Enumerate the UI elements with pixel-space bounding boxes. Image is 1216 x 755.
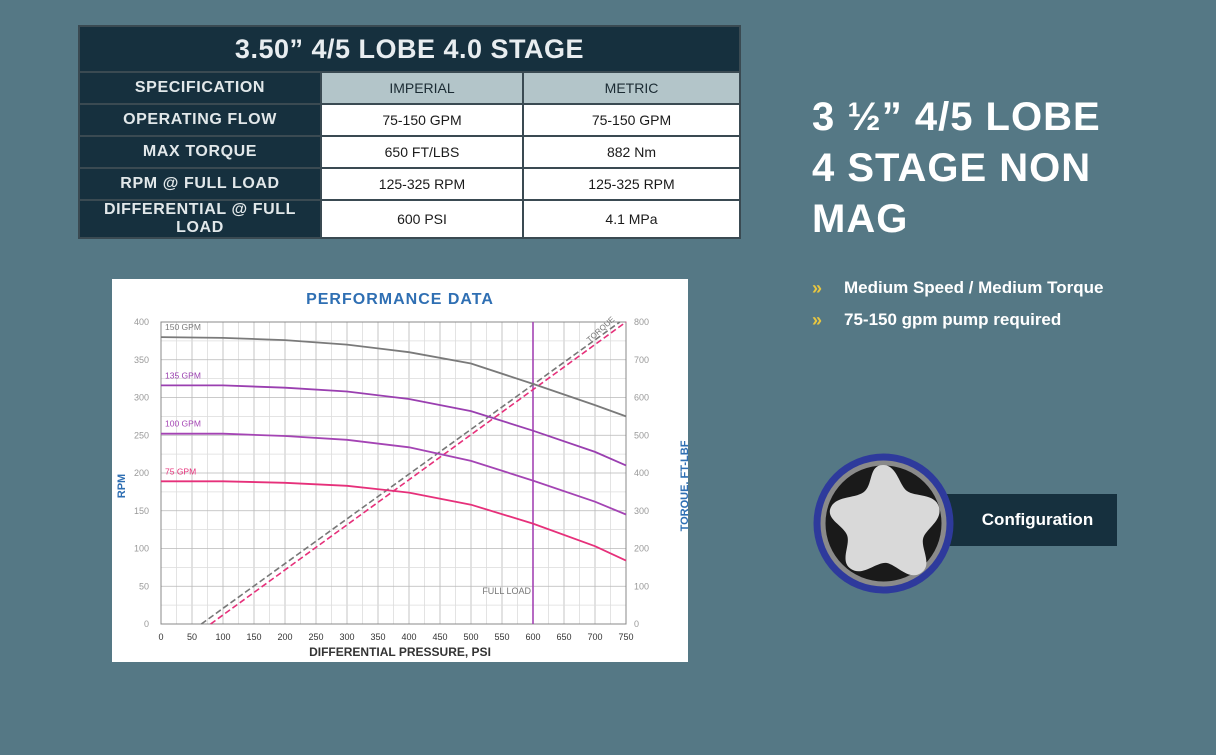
table-row: OPERATING FLOW 75-150 GPM 75-150 GPM bbox=[78, 103, 741, 137]
feature-text: 75-150 gpm pump required bbox=[844, 310, 1062, 329]
x-tick-label: 600 bbox=[525, 632, 540, 642]
metric-value: 882 Nm bbox=[522, 135, 741, 169]
y-tick-label: 300 bbox=[134, 393, 149, 403]
y2-tick-label: 300 bbox=[634, 506, 649, 516]
product-title-line: 3 ½” 4/5 LOBE bbox=[812, 95, 1101, 139]
y2-tick-label: 700 bbox=[634, 355, 649, 365]
x-tick-label: 50 bbox=[187, 632, 197, 642]
y2-tick-label: 400 bbox=[634, 468, 649, 478]
series-label: 135 GPM bbox=[165, 370, 201, 380]
series-line bbox=[161, 480, 627, 562]
configuration-label: Configuration bbox=[940, 494, 1117, 546]
y-tick-label: 50 bbox=[139, 581, 149, 591]
series-line bbox=[161, 384, 627, 467]
x-tick-label: 300 bbox=[339, 632, 354, 642]
y2-tick-label: 200 bbox=[634, 544, 649, 554]
product-title-line: 4 STAGE NON bbox=[812, 146, 1092, 190]
y-tick-label: 200 bbox=[134, 468, 149, 478]
spec-table: 3.50” 4/5 LOBE 4.0 STAGE SPECIFICATION I… bbox=[78, 25, 741, 239]
x-tick-label: 150 bbox=[246, 632, 261, 642]
y2-tick-label: 500 bbox=[634, 430, 649, 440]
y2-tick-label: 0 bbox=[634, 619, 639, 629]
list-item: » Medium Speed / Medium Torque bbox=[812, 272, 1103, 304]
y-tick-label: 350 bbox=[134, 355, 149, 365]
table-row: DIFFERENTIAL @ FULL LOAD 600 PSI 4.1 MPa bbox=[78, 199, 741, 239]
y2-tick-label: 100 bbox=[634, 581, 649, 591]
y-tick-label: 100 bbox=[134, 544, 149, 554]
product-title-line: MAG bbox=[812, 197, 909, 241]
series-line bbox=[160, 336, 627, 418]
imperial-value: 600 PSI bbox=[320, 199, 524, 239]
table-row: MAX TORQUE 650 FT/LBS 882 Nm bbox=[78, 135, 741, 169]
series-label: 150 GPM bbox=[165, 322, 201, 332]
x-tick-label: 0 bbox=[158, 632, 163, 642]
list-item: » 75-150 gpm pump required bbox=[812, 304, 1103, 336]
y-tick-label: 400 bbox=[134, 317, 149, 327]
chart-grid bbox=[160, 321, 627, 625]
x-axis-label: DIFFERENTIAL PRESSURE, PSI bbox=[309, 645, 491, 659]
imperial-value: 125-325 RPM bbox=[320, 167, 524, 201]
spec-table-title: 3.50” 4/5 LOBE 4.0 STAGE bbox=[79, 26, 740, 73]
y-axis-label: RPM bbox=[116, 474, 128, 498]
spec-header-label: SPECIFICATION bbox=[78, 71, 322, 105]
torque-line-alt bbox=[200, 321, 621, 625]
plot-frame bbox=[160, 321, 627, 625]
row-label: DIFFERENTIAL @ FULL LOAD bbox=[78, 199, 322, 239]
torque-line bbox=[210, 321, 627, 625]
x-tick-label: 350 bbox=[370, 632, 385, 642]
imperial-header: IMPERIAL bbox=[320, 71, 524, 105]
table-row: RPM @ FULL LOAD 125-325 RPM 125-325 RPM bbox=[78, 167, 741, 201]
metric-value: 75-150 GPM bbox=[522, 103, 741, 137]
row-label: RPM @ FULL LOAD bbox=[78, 167, 322, 201]
chevron-double-right-icon: » bbox=[812, 309, 823, 330]
x-tick-label: 500 bbox=[463, 632, 478, 642]
feature-text: Medium Speed / Medium Torque bbox=[844, 278, 1104, 297]
full-load-label: FULL LOAD bbox=[482, 586, 531, 596]
feature-list: » Medium Speed / Medium Torque » 75-150 … bbox=[812, 272, 1103, 336]
y-tick-label: 150 bbox=[134, 506, 149, 516]
x-tick-label: 750 bbox=[618, 632, 633, 642]
product-title: 3 ½” 4/5 LOBE 4 STAGE NON MAG bbox=[812, 92, 1152, 245]
x-tick-label: 550 bbox=[494, 632, 509, 642]
imperial-value: 75-150 GPM bbox=[320, 103, 524, 137]
performance-chart: PERFORMANCE DATA RPM TORQUE, FT-LBF DIFF… bbox=[116, 291, 691, 659]
imperial-value: 650 FT/LBS bbox=[320, 135, 524, 169]
y-tick-label: 0 bbox=[144, 619, 149, 629]
y2-tick-label: 800 bbox=[634, 317, 649, 327]
row-label: MAX TORQUE bbox=[78, 135, 322, 169]
x-tick-label: 250 bbox=[308, 632, 323, 642]
x-tick-label: 400 bbox=[401, 632, 416, 642]
x-tick-label: 700 bbox=[587, 632, 602, 642]
x-tick-label: 100 bbox=[215, 632, 230, 642]
chart-title: PERFORMANCE DATA bbox=[306, 291, 494, 308]
x-tick-label: 450 bbox=[432, 632, 447, 642]
x-tick-label: 650 bbox=[556, 632, 571, 642]
y-tick-label: 250 bbox=[134, 430, 149, 440]
metric-value: 125-325 RPM bbox=[522, 167, 741, 201]
row-label: OPERATING FLOW bbox=[78, 103, 322, 137]
metric-header: METRIC bbox=[522, 71, 741, 105]
lobe-configuration-icon bbox=[813, 453, 954, 594]
y2-tick-label: 600 bbox=[634, 393, 649, 403]
series-line bbox=[161, 432, 627, 516]
y2-axis-label: TORQUE, FT-LBF bbox=[679, 440, 688, 531]
chevron-double-right-icon: » bbox=[812, 277, 823, 298]
metric-value: 4.1 MPa bbox=[522, 199, 741, 239]
performance-chart-panel: PERFORMANCE DATA RPM TORQUE, FT-LBF DIFF… bbox=[112, 279, 691, 662]
series-label: 75 GPM bbox=[165, 466, 196, 476]
series-label: 100 GPM bbox=[165, 419, 201, 429]
x-tick-label: 200 bbox=[277, 632, 292, 642]
chart-ticks: 0 50 100 150 200 250 300 350 400 450 500 550 600 650 7… bbox=[134, 317, 649, 642]
configuration-text: Configuration bbox=[981, 510, 1094, 529]
